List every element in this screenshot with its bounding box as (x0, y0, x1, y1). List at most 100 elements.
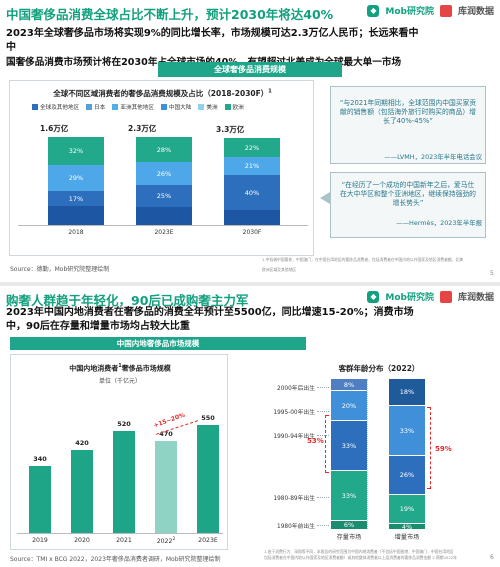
bar-segment: 33% (331, 471, 367, 521)
bar-segment: 33% (389, 406, 425, 456)
chart-panel-2: 中国内地消费者1奢侈品市场规模 单位（千亿元） 340 2019 420 2020 52… (10, 354, 228, 550)
x-tick-label: 2018 (68, 229, 84, 236)
legend-swatch (198, 104, 205, 110)
slide-2-note-2: 包括消费者在中国内地以外国家及地区消费者额）或其他整体消费者以上层消费者的奢侈品… (264, 555, 457, 560)
chart-panel-1: 全球不同区域消费者的奢侈品消费规模及占比（2018-2030F）1 全球及其他地… (9, 80, 314, 256)
bracket-left (325, 415, 329, 473)
bar-value-label: 340 (33, 455, 47, 463)
bar-segment: 29% (48, 165, 104, 191)
legend-label: 欧洲 (232, 105, 244, 111)
bar-segment: 6% (331, 521, 367, 530)
x-tick-label: 增量市场 (394, 534, 420, 541)
bar (71, 450, 93, 533)
chart-1-title-text: 全球不同区域消费者的奢侈品消费规模及占比（2018-2030F） (53, 89, 269, 98)
legend-swatch (86, 104, 93, 110)
brand-header-2: ◆ Mob研究院 库润数据 (367, 290, 494, 303)
legend-label: 亚洲其他地区 (120, 105, 154, 111)
bar-value-label: 420 (75, 439, 89, 447)
slide-1-note-2: 欧洲区域及其他地区 (262, 267, 297, 272)
bar-segment: 8% (331, 379, 367, 391)
bar (197, 425, 219, 533)
x-tick-label: 存量市场 (336, 534, 362, 541)
pct-right: 59% (435, 445, 452, 453)
legend-label: 美洲 (206, 105, 218, 111)
mob-logo-icon-2: ◆ (367, 290, 380, 303)
quote-1-text: “与2021年同期相比，全球范围内中国买家贡献的销售额（包括海外旅行时购买的商品… (339, 99, 477, 126)
chart-2-x-axis (17, 533, 223, 534)
y-category-tick (317, 387, 329, 388)
slide-2-note: 1.由于消费行为、采购等不同，本报告的研究范围为中国内地消费者（不包括中国香港、… (264, 549, 454, 554)
y-category-label: 1980-89年出生 (273, 496, 315, 502)
mob-logo-icon: ◆ (367, 4, 380, 17)
mob-brand: Mob研究院 (385, 7, 434, 17)
slide-2-headline-line1: 2023年中国内地消费者在奢侈品的消费全年预计至5500亿，同比增速15-20%… (6, 307, 414, 318)
bar-segment: 33% (331, 421, 367, 471)
bar-total: 1.6万亿 (40, 124, 69, 133)
chart-1-title: 全球不同区域消费者的奢侈品消费规模及占比（2018-2030F）1 (10, 88, 315, 99)
bar-segment: 22% (224, 138, 280, 157)
y-category-label: 1990-94年出生 (273, 434, 315, 440)
legend-item: 美洲 (198, 103, 218, 111)
kuchu-brand-2: 库润数据 (457, 293, 494, 303)
y-category-tick (317, 497, 329, 498)
mob-brand-2: Mob研究院 (385, 293, 434, 303)
bar-segment: 18% (389, 379, 425, 406)
slide-2-source: Source：TMI x BCG 2022，2023年奢侈品消费者调研，Mob研… (10, 556, 221, 563)
chart-2-title-sup: 1 (118, 363, 122, 369)
legend-item: 亚洲其他地区 (112, 103, 154, 111)
legend-item: 全球及其他地区 (32, 103, 79, 111)
bar-segment: 4% (389, 523, 425, 531)
bar-segment: 26% (136, 162, 192, 185)
slide-2: 购奢人群趋于年轻化，90后已成购奢主力军 ◆ Mob研究院 库润数据 2023年… (0, 286, 500, 567)
bar-segment (224, 210, 280, 225)
x-tick-label: 2019 (32, 537, 48, 544)
bar-segment (136, 207, 192, 225)
quote-2-text: “在经历了一个成功的中国新年之后，爱马仕在大中华区和整个亚洲地区，继续保持强劲的… (340, 181, 476, 208)
chart-1-area: 17% 29% 32% 1.6万亿 2018 25% 26% 28% 2.3万亿 2023E 40%… (10, 111, 315, 255)
chart-2-title-text: 中国内地消费者 (69, 364, 119, 373)
quote-2-source: ——Hermès，2023年半年报 (396, 219, 482, 227)
bar-segment: 25% (136, 185, 192, 207)
x-tick-label: 20222 (156, 537, 176, 546)
bar-value-label: 520 (117, 420, 131, 428)
bar-segment: 17% (48, 191, 104, 206)
legend-item: 日本 (86, 103, 105, 111)
bar-total: 2.3万亿 (128, 124, 157, 133)
y-category-label: 2000年后出生 (277, 386, 315, 392)
bar-segment (48, 206, 104, 225)
x-tick-label: 2030F (242, 229, 262, 236)
slide-1-note: 1.中低端中国奢侈，中国澳门，在中国台湾地区的奢侈品消费者，包括消费者在中国内地… (262, 257, 464, 262)
slide-2-headline-line2: 中，90后在存量和增量市场均占较大比重 (6, 321, 190, 332)
bar-segment: 28% (136, 137, 192, 162)
chart-panel-3: 客群年龄分布（2022） 2000年后出生 1995-00年出生 1990-94年出… (238, 354, 488, 550)
bar (29, 466, 51, 533)
chart-3-area: 2000年后出生 1995-00年出生 1990-94年出生 1980-89年出生 19… (239, 375, 489, 551)
x-tick-sup: 2 (172, 537, 176, 542)
legend-label: 日本 (94, 105, 106, 111)
slide-1: 中国奢侈品消费全球占比不断上升，预计2030年将达40% ◆ Mob研究院 库润… (0, 0, 500, 282)
kuchu-logo-icon-2 (439, 290, 452, 303)
slide-1-headline-line1: 2023年全球奢侈品市场将实现9%的同比增长率，市场规模可达2.3万亿人民币；长… (6, 28, 419, 39)
chart-3-title: 客群年龄分布（2022） (338, 364, 420, 373)
slide-2-page-number: 6 (490, 554, 494, 561)
bracket-right (427, 407, 431, 489)
y-category-tick (317, 435, 329, 436)
chart-1-title-sup: 1 (268, 88, 272, 95)
connector-line (367, 379, 389, 529)
quote-1-source: ——LVMH，2023年半年电话会议 (384, 153, 482, 161)
y-category-label: 1995-00年出生 (273, 410, 315, 416)
chart-1-x-axis (18, 225, 308, 226)
bar-segment: 40% (224, 175, 280, 210)
bar-segment: 26% (389, 456, 425, 495)
pct-left: 53% (307, 437, 324, 445)
slide-2-title: 购奢人群趋于年轻化，90后已成购奢主力军 (6, 293, 249, 308)
section-bar-2: 中国内地奢侈品市场规模 (10, 337, 306, 350)
quote-2: “在经历了一个成功的中国新年之后，爱马仕在大中华区和整个亚洲地区，继续保持强劲的… (330, 172, 486, 238)
quote-1: “与2021年同期相比，全球范围内中国买家贡献的销售额（包括海外旅行时购买的商品… (330, 86, 486, 164)
bar-segment: 19% (389, 495, 425, 524)
y-category-label: 1980年前出生 (277, 524, 315, 530)
bar-segment: 20% (331, 391, 367, 421)
slide-1-page-number: 5 (490, 270, 494, 277)
legend-label: 中国大陆 (168, 105, 192, 111)
legend-swatch (160, 104, 167, 110)
